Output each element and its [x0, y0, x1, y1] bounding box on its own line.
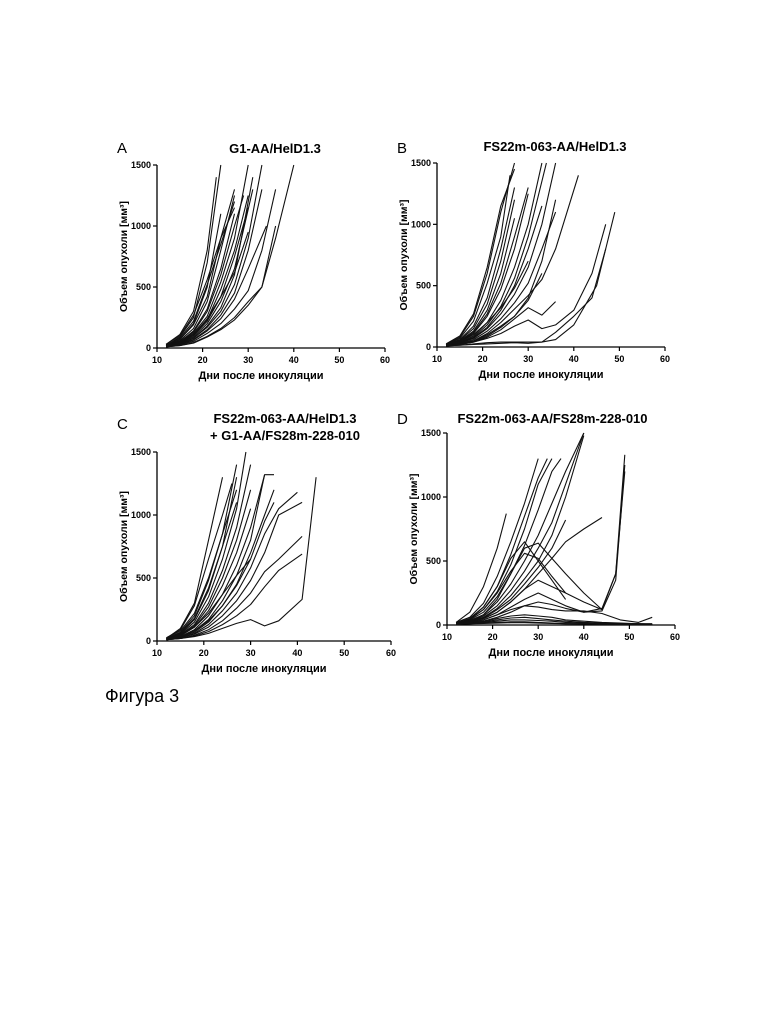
panel-d: D FS22m-063-AA/FS28m-228-010 05001000150… — [385, 408, 685, 683]
x-tick-label: 10 — [152, 355, 162, 365]
x-tick-label: 50 — [334, 355, 344, 365]
y-tick-label: 500 — [416, 281, 431, 291]
y-axis-label: Объем опухоли [мм³] — [398, 199, 410, 310]
y-tick-label: 0 — [426, 342, 431, 352]
x-axis-label: Дни после инокуляции — [479, 369, 604, 381]
series-group — [456, 433, 652, 624]
x-tick-label: 60 — [660, 354, 670, 364]
x-axis-label: Дни после инокуляции — [202, 663, 327, 675]
y-tick-label: 1000 — [131, 221, 151, 231]
series-line — [446, 169, 514, 344]
series-line — [166, 490, 250, 639]
x-tick-label: 10 — [442, 632, 452, 642]
x-axis-label: Дни после инокуляции — [199, 370, 324, 382]
series-line — [166, 202, 234, 345]
x-tick-label: 30 — [523, 354, 533, 364]
y-tick-label: 1500 — [411, 158, 431, 168]
y-tick-label: 500 — [136, 282, 151, 292]
x-tick-label: 50 — [339, 648, 349, 658]
figure-caption: Фигура 3 — [105, 686, 179, 707]
x-tick-label: 10 — [432, 354, 442, 364]
series-line — [166, 208, 234, 345]
x-tick-label: 20 — [199, 648, 209, 658]
y-tick-label: 1500 — [131, 160, 151, 170]
chart-d-svg: 0 500 1000 1500 10 20 30 40 50 60 Дни после инокул… — [385, 408, 685, 683]
y-axis-label: Объем опухоли [мм³] — [408, 473, 420, 584]
y-tick-label: 1000 — [411, 219, 431, 229]
series-group — [446, 163, 615, 346]
y-tick-label: 0 — [436, 620, 441, 630]
x-tick-label: 60 — [670, 632, 680, 642]
x-tick-label: 20 — [198, 355, 208, 365]
y-axis-label: Объем опухоли [мм³] — [118, 201, 130, 312]
y-tick-label: 1500 — [131, 447, 151, 457]
x-tick-label: 20 — [478, 354, 488, 364]
panel-b: B FS22m-063-AA/HelD1.3 05001000150010203… — [385, 135, 675, 395]
y-tick-label: 0 — [146, 343, 151, 353]
chart-c-svg: 050010001500102030405060Дни после инокул… — [105, 408, 395, 683]
y-tick-label: 1500 — [421, 428, 441, 438]
y-tick-label: 0 — [146, 636, 151, 646]
x-tick-label: 30 — [246, 648, 256, 658]
x-tick-label: 50 — [614, 354, 624, 364]
x-tick-label: 40 — [292, 648, 302, 658]
x-tick-label: 30 — [533, 632, 543, 642]
y-tick-label: 500 — [136, 573, 151, 583]
x-tick-label: 40 — [569, 354, 579, 364]
x-tick-label: 30 — [243, 355, 253, 365]
series-line — [456, 459, 547, 623]
x-tick-label: 20 — [488, 632, 498, 642]
series-line — [446, 218, 514, 345]
x-tick-label: 40 — [579, 632, 589, 642]
y-tick-label: 1000 — [131, 510, 151, 520]
y-axis-label: Объем опухоли [мм³] — [118, 491, 130, 602]
x-tick-label: 50 — [624, 632, 634, 642]
panel-c: C FS22m-063-AA/HelD1.3 + G1-AA/FS28m-228… — [105, 408, 395, 683]
chart-a-svg: 050010001500102030405060Дни после инокул… — [105, 135, 395, 395]
series-group — [166, 165, 294, 347]
series-group — [166, 452, 316, 640]
x-axis-label: Дни после инокуляции — [489, 647, 614, 659]
series-line — [456, 471, 625, 623]
y-tick-label: 500 — [426, 556, 441, 566]
y-tick-label: 1000 — [421, 492, 441, 502]
chart-b-svg: 0 500 1000 1500 10 20 30 40 50 60 Дни после инокул… — [385, 135, 675, 395]
x-tick-label: 10 — [152, 648, 162, 658]
panel-a: A G1-AA/HelD1.3 050010001500102030405060… — [105, 135, 395, 395]
x-tick-label: 40 — [289, 355, 299, 365]
